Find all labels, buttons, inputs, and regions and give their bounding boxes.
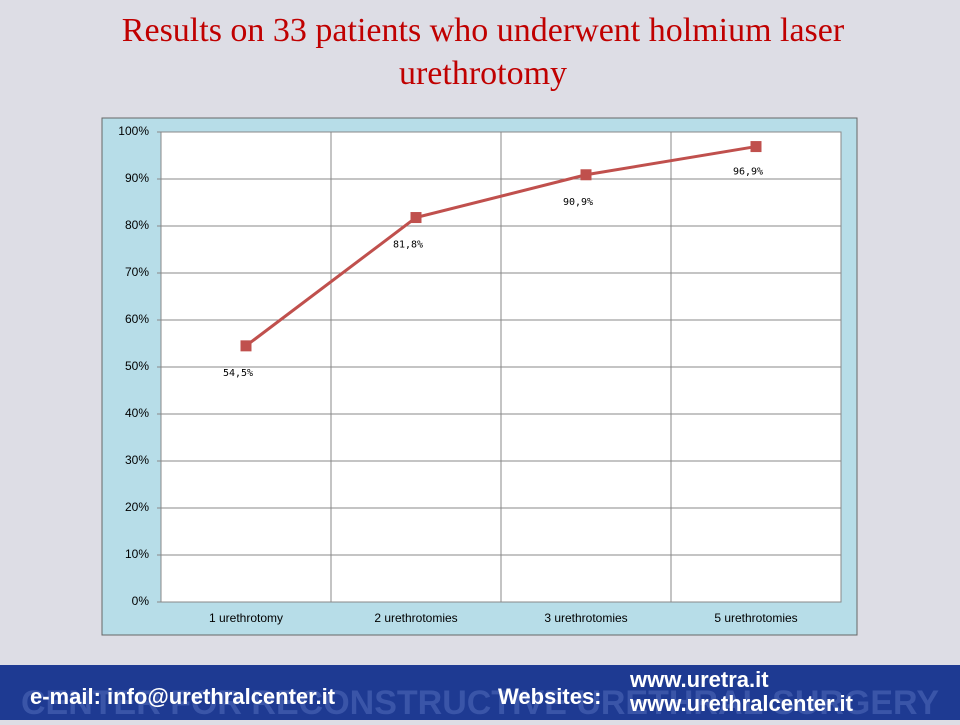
website: www.uretra.it: [629, 667, 769, 692]
y-tick-label: 90%: [125, 171, 149, 185]
y-tick-label: 10%: [125, 547, 149, 561]
title-line: urethrotomy: [399, 55, 567, 92]
y-tick-label: 80%: [125, 218, 149, 232]
data-label: 81,8%: [393, 240, 423, 251]
data-label: 54,5%: [223, 368, 253, 379]
x-tick-label: 2 urethrotomies: [374, 611, 457, 625]
y-tick-label: 50%: [125, 359, 149, 373]
marker: [240, 340, 252, 352]
y-tick-label: 100%: [118, 124, 149, 138]
websites-label: Websites:: [498, 684, 602, 709]
y-tick-label: 30%: [125, 453, 149, 467]
y-tick-label: 0%: [132, 594, 150, 608]
chart-title: Results on 33 patients who underwent hol…: [122, 12, 845, 92]
website: www.urethralcenter.it: [629, 691, 854, 716]
marker: [410, 212, 422, 224]
footer-band: [0, 665, 960, 720]
watermark: CENTER FOR RECONSTRUCTIVE URETHRAL SURGE…: [21, 684, 939, 720]
y-tick-label: 40%: [125, 406, 149, 420]
x-tick-label: 5 urethrotomies: [714, 611, 797, 625]
x-tick-label: 1 urethrotomy: [209, 611, 283, 625]
y-tick-label: 70%: [125, 265, 149, 279]
y-tick-label: 20%: [125, 500, 149, 514]
data-label: 96,9%: [733, 167, 763, 178]
chart: 0% 10% 20% 30% 40% 50% 60% 70% 80% 90% 100% 1 ureth…: [118, 124, 841, 625]
x-tick-label: 3 urethrotomies: [544, 611, 627, 625]
marker: [580, 169, 592, 181]
email: e-mail: info@urethralcenter.it: [30, 684, 336, 709]
y-tick-label: 60%: [125, 312, 149, 326]
title-line: Results on 33 patients who underwent hol…: [122, 12, 845, 49]
line: [245, 145, 757, 348]
data-label: 90,9%: [563, 197, 593, 208]
marker: [750, 141, 762, 153]
